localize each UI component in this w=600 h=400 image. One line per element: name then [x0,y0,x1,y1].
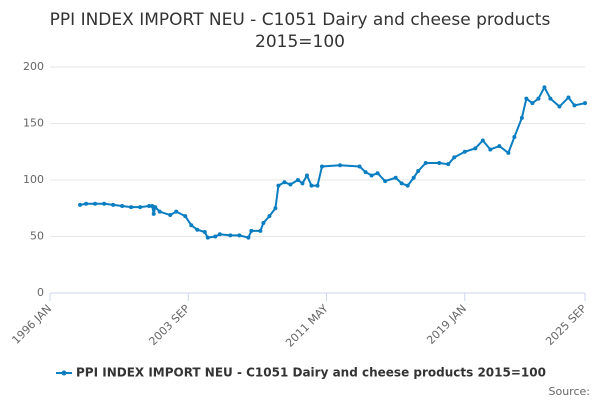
point [423,161,428,166]
x-tick-label: 2019 JAN [424,302,469,347]
point [282,180,287,185]
x-tick-label: 1996 JAN [9,302,54,347]
point [357,164,362,169]
point [237,233,242,238]
point [288,182,293,187]
point [315,183,320,188]
point [168,213,173,218]
y-tick-label: 150 [23,117,44,130]
point [258,228,263,233]
point [572,103,577,108]
point [473,146,478,151]
point [129,205,134,210]
point [416,168,421,173]
point [228,233,233,238]
point [183,214,188,219]
point [151,211,156,216]
y-tick-label: 0 [37,286,44,299]
point [583,101,587,106]
point [369,173,374,178]
point [566,95,571,100]
point [120,203,125,208]
point [205,235,210,240]
point [261,220,266,225]
point [530,101,535,106]
x-tick-label: 2025 SEP [543,302,589,348]
point [93,201,98,206]
point [512,135,517,140]
point [519,115,524,120]
point [497,144,502,149]
point [375,171,380,176]
point [217,232,222,237]
legend-label: PPI INDEX IMPORT NEU - C1051 Dairy and c… [76,366,546,380]
point [157,209,162,214]
point [309,183,314,188]
y-tick-label: 50 [30,230,44,243]
point [213,234,218,239]
chart-subtitle: 2015=100 [255,32,345,52]
y-tick-label: 200 [23,60,44,73]
series-line [79,85,586,239]
point [480,138,485,143]
point [338,163,343,168]
point [202,229,207,234]
point [189,223,194,228]
point [524,96,529,101]
point [295,178,300,182]
point [393,175,398,180]
point [548,96,553,101]
point [150,203,155,208]
point [267,214,272,219]
point [446,162,451,167]
source: Source: [549,385,591,398]
point [246,235,251,240]
point [304,173,309,178]
point [147,203,152,208]
point [174,209,179,214]
point [557,104,562,109]
point [153,205,158,210]
point [488,147,493,152]
x-tick-label: 2011 MAY [283,302,331,350]
y-tick-label: 100 [23,173,44,186]
point [276,183,281,188]
point [273,206,278,211]
point [363,170,368,175]
legend-marker [61,370,67,376]
point [320,164,325,169]
point [102,201,107,206]
point [411,175,416,180]
point [399,181,404,186]
point [300,181,305,186]
point [195,227,200,232]
point [452,155,457,160]
point [138,205,143,210]
point [542,85,547,90]
point [84,201,89,206]
point [536,96,541,101]
point [462,149,467,154]
point [78,202,83,207]
point [405,183,410,188]
x-tick-label: 2003 SEP [146,302,192,348]
point [249,228,254,233]
point [506,150,511,155]
point [111,202,116,207]
point [437,161,442,166]
point [383,179,388,184]
chart-title: PPI INDEX IMPORT NEU - C1051 Dairy and c… [50,10,551,30]
